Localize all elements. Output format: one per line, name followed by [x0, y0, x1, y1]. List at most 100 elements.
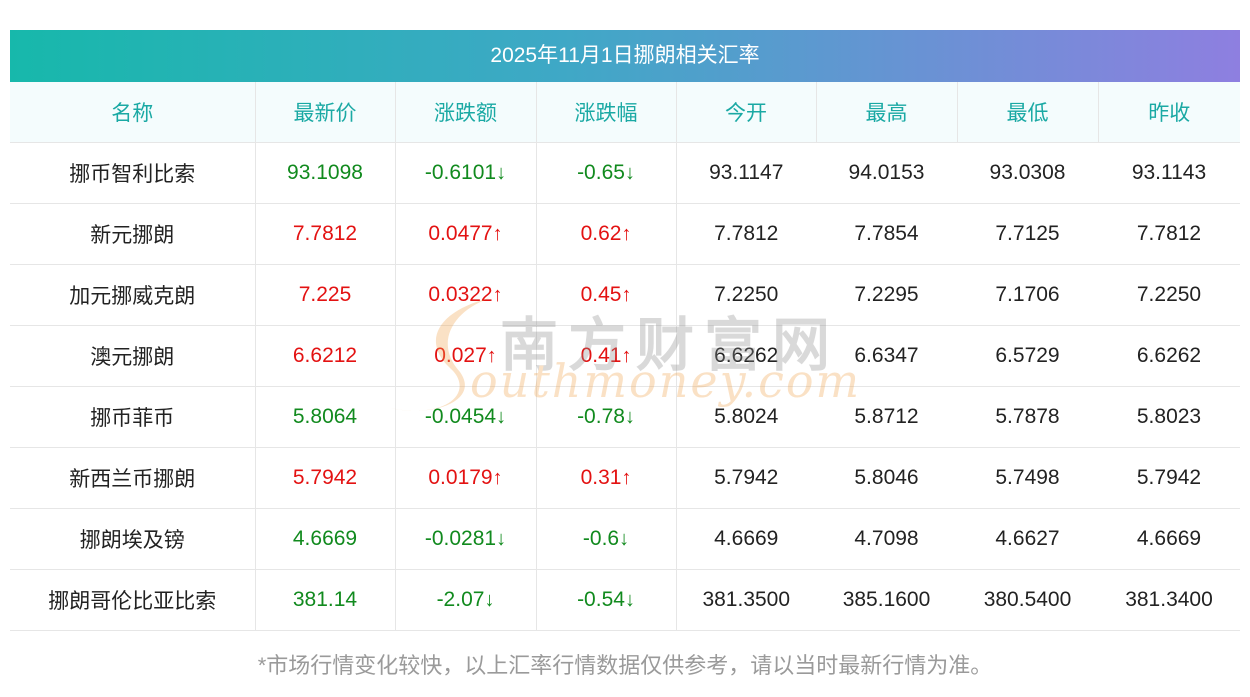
- cell-high: 385.1600: [816, 569, 957, 631]
- arrow-up-icon: ↑: [492, 284, 503, 306]
- column-header-low: 最低: [957, 82, 1099, 143]
- table-row: 挪朗埃及镑 4.6669 -0.0281↓ -0.6↓ 4.6669 4.7098 4.66…: [10, 508, 1240, 570]
- cell-pct: -0.54↓: [536, 569, 677, 631]
- table-row: 新西兰币挪朗 5.7942 0.0179↑ 0.31↑ 5.7942 5.8046 5.74…: [10, 447, 1240, 509]
- cell-prev: 5.8023: [1098, 386, 1240, 448]
- arrow-down-icon: ↓: [496, 406, 507, 428]
- cell-low-value: 6.5729: [995, 344, 1060, 367]
- cell-prev: 93.1143: [1098, 142, 1240, 204]
- cell-price-value: 381.14: [292, 588, 358, 611]
- column-header-open: 今开: [676, 82, 817, 143]
- cell-low: 5.7878: [957, 386, 1098, 448]
- cell-prev-value: 7.2250: [1136, 283, 1202, 306]
- table-row: 挪币菲币 5.8064 -0.0454↓ -0.78↓ 5.8024 5.8712 5.78…: [10, 386, 1240, 448]
- arrow-down-icon: ↓: [619, 528, 630, 550]
- cell-high-value: 5.8712: [854, 405, 919, 428]
- table-header-row: 名称 最新价 涨跌额 涨跌幅 今开 最高 最低 昨收: [10, 82, 1240, 143]
- cell-change-value: -0.0281: [424, 527, 497, 550]
- arrow-up-icon: ↑: [492, 223, 503, 245]
- cell-open: 6.6262: [676, 325, 816, 387]
- cell-change: 0.0179↑: [395, 447, 537, 509]
- cell-open-value: 93.1147: [709, 161, 784, 184]
- cell-pct-value: 0.31: [580, 466, 622, 489]
- cell-change: -0.0281↓: [395, 508, 537, 570]
- cell-change-value: 0.027: [434, 344, 487, 367]
- cell-open-value: 5.8024: [714, 405, 779, 428]
- cell-low-value: 93.0308: [989, 161, 1066, 184]
- arrow-down-icon: ↓: [624, 406, 635, 428]
- cell-name-value: 新元挪朗: [90, 224, 175, 247]
- cell-pct: -0.65↓: [536, 142, 677, 204]
- cell-open: 5.8024: [676, 386, 816, 448]
- table-body: 挪币智利比索 93.1098 -0.6101↓ -0.65↓ 93.1147 94.015…: [10, 142, 1240, 631]
- cell-price: 7.225: [255, 264, 396, 326]
- cell-low: 7.1706: [957, 264, 1098, 326]
- cell-price-value: 7.225: [298, 283, 352, 306]
- cell-prev: 5.7942: [1098, 447, 1240, 509]
- cell-open-value: 5.7942: [714, 466, 779, 489]
- cell-open-value: 6.6262: [714, 344, 779, 367]
- arrow-up-icon: ↑: [492, 467, 503, 489]
- arrow-down-icon: ↓: [496, 528, 507, 550]
- cell-pct: 0.41↑: [536, 325, 677, 387]
- cell-low: 380.5400: [957, 569, 1098, 631]
- cell-change-value: 0.0477: [428, 222, 493, 245]
- cell-price-value: 6.6212: [292, 344, 358, 367]
- cell-price: 93.1098: [255, 142, 396, 204]
- column-header-name: 名称: [10, 82, 256, 143]
- cell-open: 5.7942: [676, 447, 816, 509]
- cell-pct-value: 0.41: [580, 344, 622, 367]
- cell-price: 5.8064: [255, 386, 396, 448]
- cell-change-value: -2.07: [436, 588, 485, 611]
- cell-change: -0.6101↓: [395, 142, 537, 204]
- cell-prev: 4.6669: [1098, 508, 1240, 570]
- cell-name-value: 挪朗哥伦比亚比索: [48, 590, 217, 613]
- arrow-down-icon: ↓: [496, 162, 507, 184]
- table-title: 2025年11月1日挪朗相关汇率: [10, 30, 1240, 82]
- arrow-down-icon: ↓: [624, 589, 635, 611]
- cell-low: 93.0308: [957, 142, 1098, 204]
- cell-name-value: 新西兰币挪朗: [69, 468, 196, 491]
- column-header-prev: 昨收: [1098, 82, 1240, 143]
- cell-change: 0.027↑: [395, 325, 537, 387]
- cell-name: 澳元挪朗: [10, 325, 256, 387]
- cell-name: 挪币菲币: [10, 386, 256, 448]
- cell-change: -2.07↓: [395, 569, 537, 631]
- table-row: 澳元挪朗 6.6212 0.027↑ 0.41↑ 6.6262 6.6347 6.5729 6…: [10, 325, 1240, 387]
- cell-pct: -0.6↓: [536, 508, 677, 570]
- cell-high: 94.0153: [816, 142, 957, 204]
- cell-open: 7.2250: [676, 264, 816, 326]
- cell-name: 挪币智利比索: [10, 142, 256, 204]
- cell-change: 0.0322↑: [395, 264, 537, 326]
- cell-pct-value: -0.78: [577, 405, 625, 428]
- cell-high-value: 94.0153: [848, 161, 925, 184]
- column-header-high: 最高: [816, 82, 958, 143]
- arrow-up-icon: ↑: [621, 467, 632, 489]
- arrow-up-icon: ↑: [621, 223, 632, 245]
- cell-price: 6.6212: [255, 325, 396, 387]
- cell-high: 5.8712: [816, 386, 957, 448]
- cell-high: 7.7854: [816, 203, 957, 265]
- cell-prev-value: 5.8023: [1136, 405, 1202, 428]
- cell-pct: 0.62↑: [536, 203, 677, 265]
- cell-prev-value: 381.3400: [1125, 588, 1213, 611]
- cell-prev: 6.6262: [1098, 325, 1240, 387]
- column-header-price: 最新价: [255, 82, 396, 143]
- table-row: 挪币智利比索 93.1098 -0.6101↓ -0.65↓ 93.1147 94.015…: [10, 142, 1240, 204]
- cell-change-value: 0.0179: [428, 466, 493, 489]
- cell-high: 5.8046: [816, 447, 957, 509]
- cell-price: 4.6669: [255, 508, 396, 570]
- arrow-down-icon: ↓: [484, 589, 495, 611]
- cell-name-value: 挪朗埃及镑: [79, 529, 185, 552]
- cell-high-value: 5.8046: [854, 466, 919, 489]
- cell-price: 5.7942: [255, 447, 396, 509]
- exchange-rate-table: 名称 最新价 涨跌额 涨跌幅 今开 最高 最低 昨收 挪币智利比索 93.1098…: [10, 82, 1240, 631]
- arrow-up-icon: ↑: [621, 284, 632, 306]
- cell-high: 6.6347: [816, 325, 957, 387]
- cell-high: 7.2295: [816, 264, 957, 326]
- cell-pct: 0.31↑: [536, 447, 677, 509]
- cell-high-value: 6.6347: [854, 344, 919, 367]
- cell-name-value: 挪币菲币: [90, 407, 175, 430]
- cell-change-value: -0.0454: [424, 405, 497, 428]
- cell-name-value: 澳元挪朗: [90, 346, 175, 369]
